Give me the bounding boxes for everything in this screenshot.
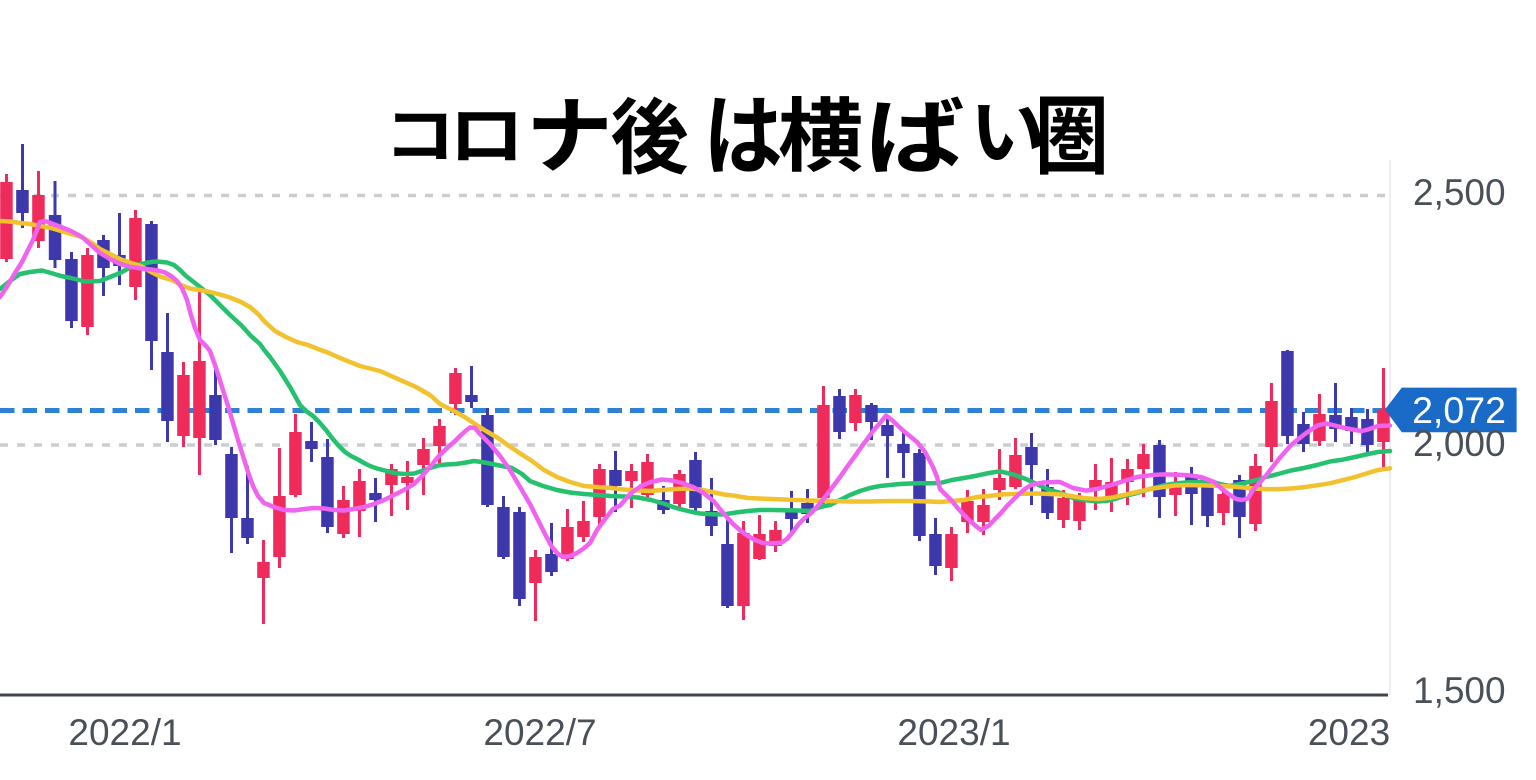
svg-text:2022/1: 2022/1 <box>68 712 181 753</box>
svg-text:2,000: 2,000 <box>1413 423 1506 464</box>
svg-text:2,072: 2,072 <box>1412 389 1506 431</box>
svg-text:2022/7: 2022/7 <box>483 712 596 753</box>
svg-text:2023: 2023 <box>1308 712 1390 753</box>
svg-text:1,500: 1,500 <box>1413 670 1506 711</box>
svg-text:2,500: 2,500 <box>1413 172 1506 213</box>
svg-text:2023/1: 2023/1 <box>897 712 1010 753</box>
